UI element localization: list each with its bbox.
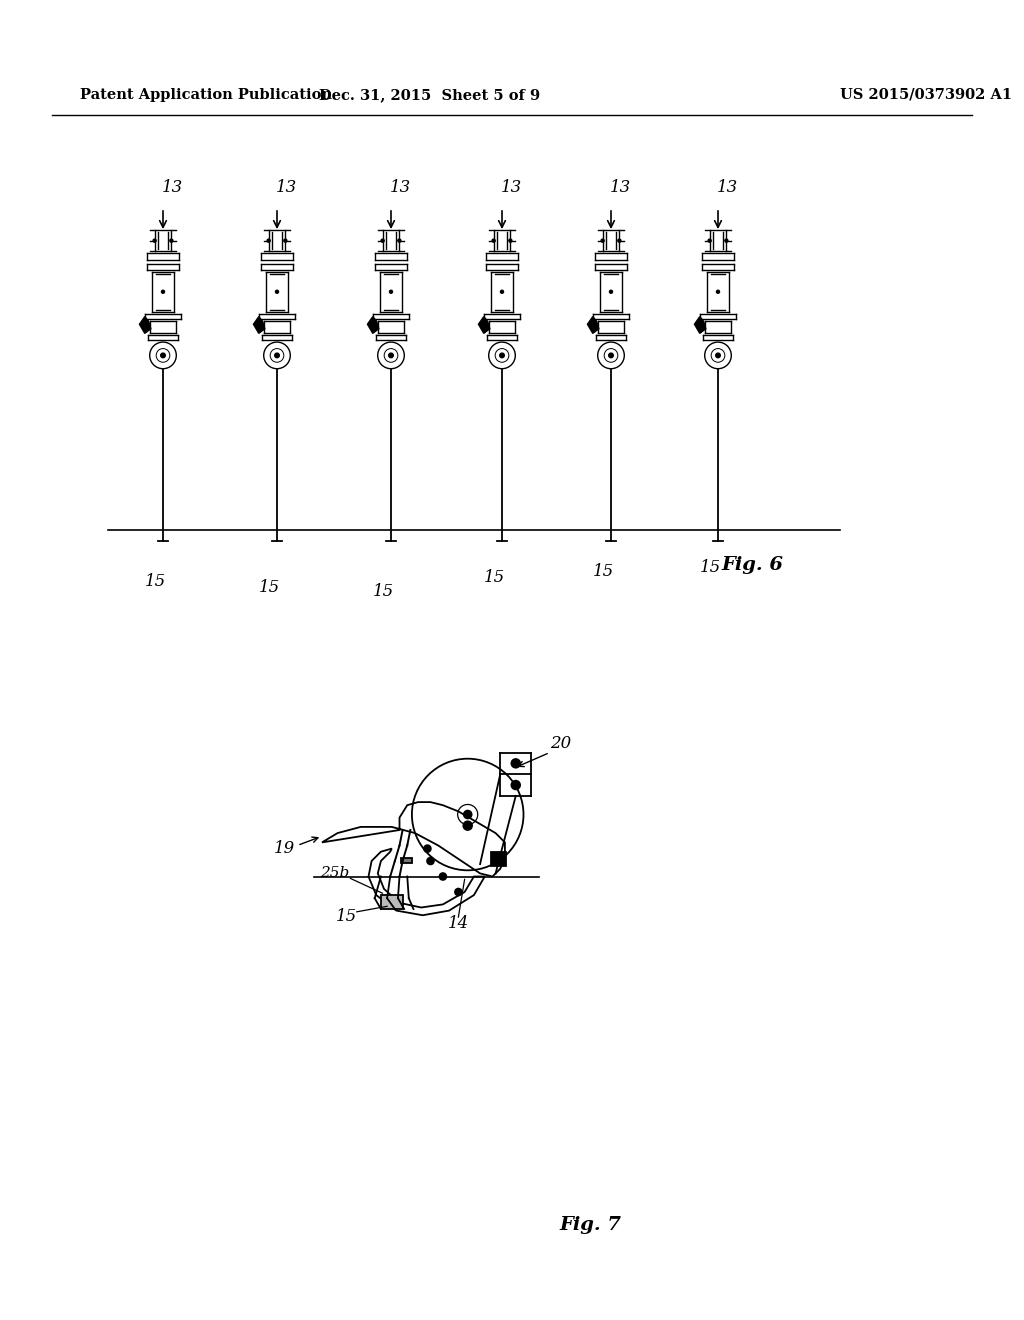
Circle shape	[608, 354, 613, 358]
Circle shape	[427, 858, 434, 865]
Circle shape	[154, 239, 156, 242]
Text: 15: 15	[144, 573, 166, 590]
Text: 13: 13	[609, 180, 631, 197]
Circle shape	[170, 239, 173, 242]
Polygon shape	[694, 317, 706, 334]
Text: 15: 15	[373, 583, 393, 601]
Text: 15: 15	[699, 560, 721, 577]
Text: 13: 13	[389, 180, 411, 197]
Circle shape	[716, 354, 720, 358]
Circle shape	[398, 239, 400, 242]
Circle shape	[464, 810, 472, 818]
Circle shape	[381, 239, 384, 242]
Circle shape	[463, 821, 472, 830]
Circle shape	[389, 290, 392, 293]
Text: Fig. 6: Fig. 6	[721, 556, 783, 574]
Text: 15: 15	[336, 908, 357, 925]
Text: 19: 19	[274, 840, 296, 857]
Circle shape	[617, 239, 621, 242]
Text: Dec. 31, 2015  Sheet 5 of 9: Dec. 31, 2015 Sheet 5 of 9	[319, 88, 541, 102]
Circle shape	[725, 239, 728, 242]
Text: 25b: 25b	[319, 866, 349, 880]
Circle shape	[717, 290, 720, 293]
Circle shape	[424, 845, 431, 851]
Circle shape	[161, 354, 165, 358]
Polygon shape	[322, 803, 505, 876]
Polygon shape	[401, 858, 412, 862]
Polygon shape	[368, 317, 379, 334]
Polygon shape	[478, 317, 489, 334]
Circle shape	[493, 239, 496, 242]
Text: 13: 13	[275, 180, 297, 197]
Circle shape	[439, 873, 446, 880]
Circle shape	[511, 780, 520, 789]
Circle shape	[162, 290, 165, 293]
Text: 15: 15	[483, 569, 505, 586]
Circle shape	[389, 354, 393, 358]
Polygon shape	[490, 851, 507, 866]
Text: 15: 15	[258, 578, 280, 595]
Polygon shape	[369, 849, 484, 915]
Text: Patent Application Publication: Patent Application Publication	[80, 88, 332, 102]
Polygon shape	[254, 317, 265, 334]
Circle shape	[609, 290, 612, 293]
Circle shape	[284, 239, 287, 242]
Text: 13: 13	[501, 180, 521, 197]
Circle shape	[601, 239, 604, 242]
Polygon shape	[139, 317, 151, 334]
Text: 20: 20	[550, 735, 571, 751]
Circle shape	[274, 354, 280, 358]
Circle shape	[500, 354, 504, 358]
Circle shape	[267, 239, 270, 242]
Polygon shape	[588, 317, 599, 334]
Text: Fig. 7: Fig. 7	[559, 1216, 621, 1234]
Text: 14: 14	[447, 915, 469, 932]
Circle shape	[455, 888, 462, 895]
Text: 13: 13	[717, 180, 737, 197]
Circle shape	[275, 290, 279, 293]
Circle shape	[509, 239, 512, 242]
Polygon shape	[381, 895, 402, 909]
Text: 15: 15	[592, 564, 613, 581]
Circle shape	[501, 290, 504, 293]
Text: 13: 13	[162, 180, 182, 197]
Text: US 2015/0373902 A1: US 2015/0373902 A1	[840, 88, 1012, 102]
Circle shape	[511, 759, 520, 768]
Circle shape	[709, 239, 711, 242]
